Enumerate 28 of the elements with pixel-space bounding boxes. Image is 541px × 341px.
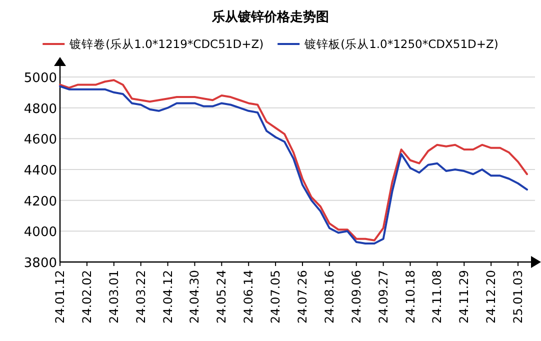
legend-label: 镀锌卷(乐从1.0*1219*CDC51D+Z) (68, 37, 264, 51)
y-tick-label: 4600 (24, 132, 57, 148)
y-tick-label: 4200 (24, 194, 57, 210)
y-tick-label: 4800 (24, 102, 57, 117)
y-tick-label: 3800 (24, 256, 57, 271)
x-tick-label: 24.04.12 (160, 270, 175, 324)
x-tick-label: 24.10.18 (403, 270, 418, 324)
y-tick-label: 4000 (24, 225, 57, 240)
x-tick-label: 24.06.14 (242, 270, 256, 324)
y-tick-label: 4400 (24, 164, 57, 178)
x-tick-label: 24.12.20 (484, 270, 498, 324)
x-tick-label: 24.11.29 (457, 270, 472, 324)
x-tick-label: 24.04.30 (188, 270, 202, 324)
x-tick-label: 24.11.08 (430, 270, 444, 324)
x-tick-label: 24.03.01 (106, 270, 121, 324)
y-tick-label: 5000 (24, 71, 57, 86)
x-tick-label: 24.05.24 (214, 270, 229, 324)
x-tick-label: 25.01.03 (511, 270, 526, 324)
x-tick-label: 24.09.27 (376, 270, 390, 324)
x-tick-label: 24.07.26 (295, 270, 310, 324)
x-tick-label: 24.08.16 (322, 270, 336, 324)
x-tick-label: 24.07.05 (268, 270, 283, 324)
chart-title: 乐从镀锌价格走势图 (211, 9, 329, 25)
legend-label: 镀锌板(乐从1.0*1250*CDX51D+Z) (304, 37, 498, 51)
x-tick-label: 24.03.22 (134, 270, 148, 324)
x-tick-label: 24.01.12 (53, 270, 67, 324)
x-tick-label: 24.02.02 (80, 270, 94, 324)
x-tick-label: 24.09.06 (349, 270, 364, 324)
